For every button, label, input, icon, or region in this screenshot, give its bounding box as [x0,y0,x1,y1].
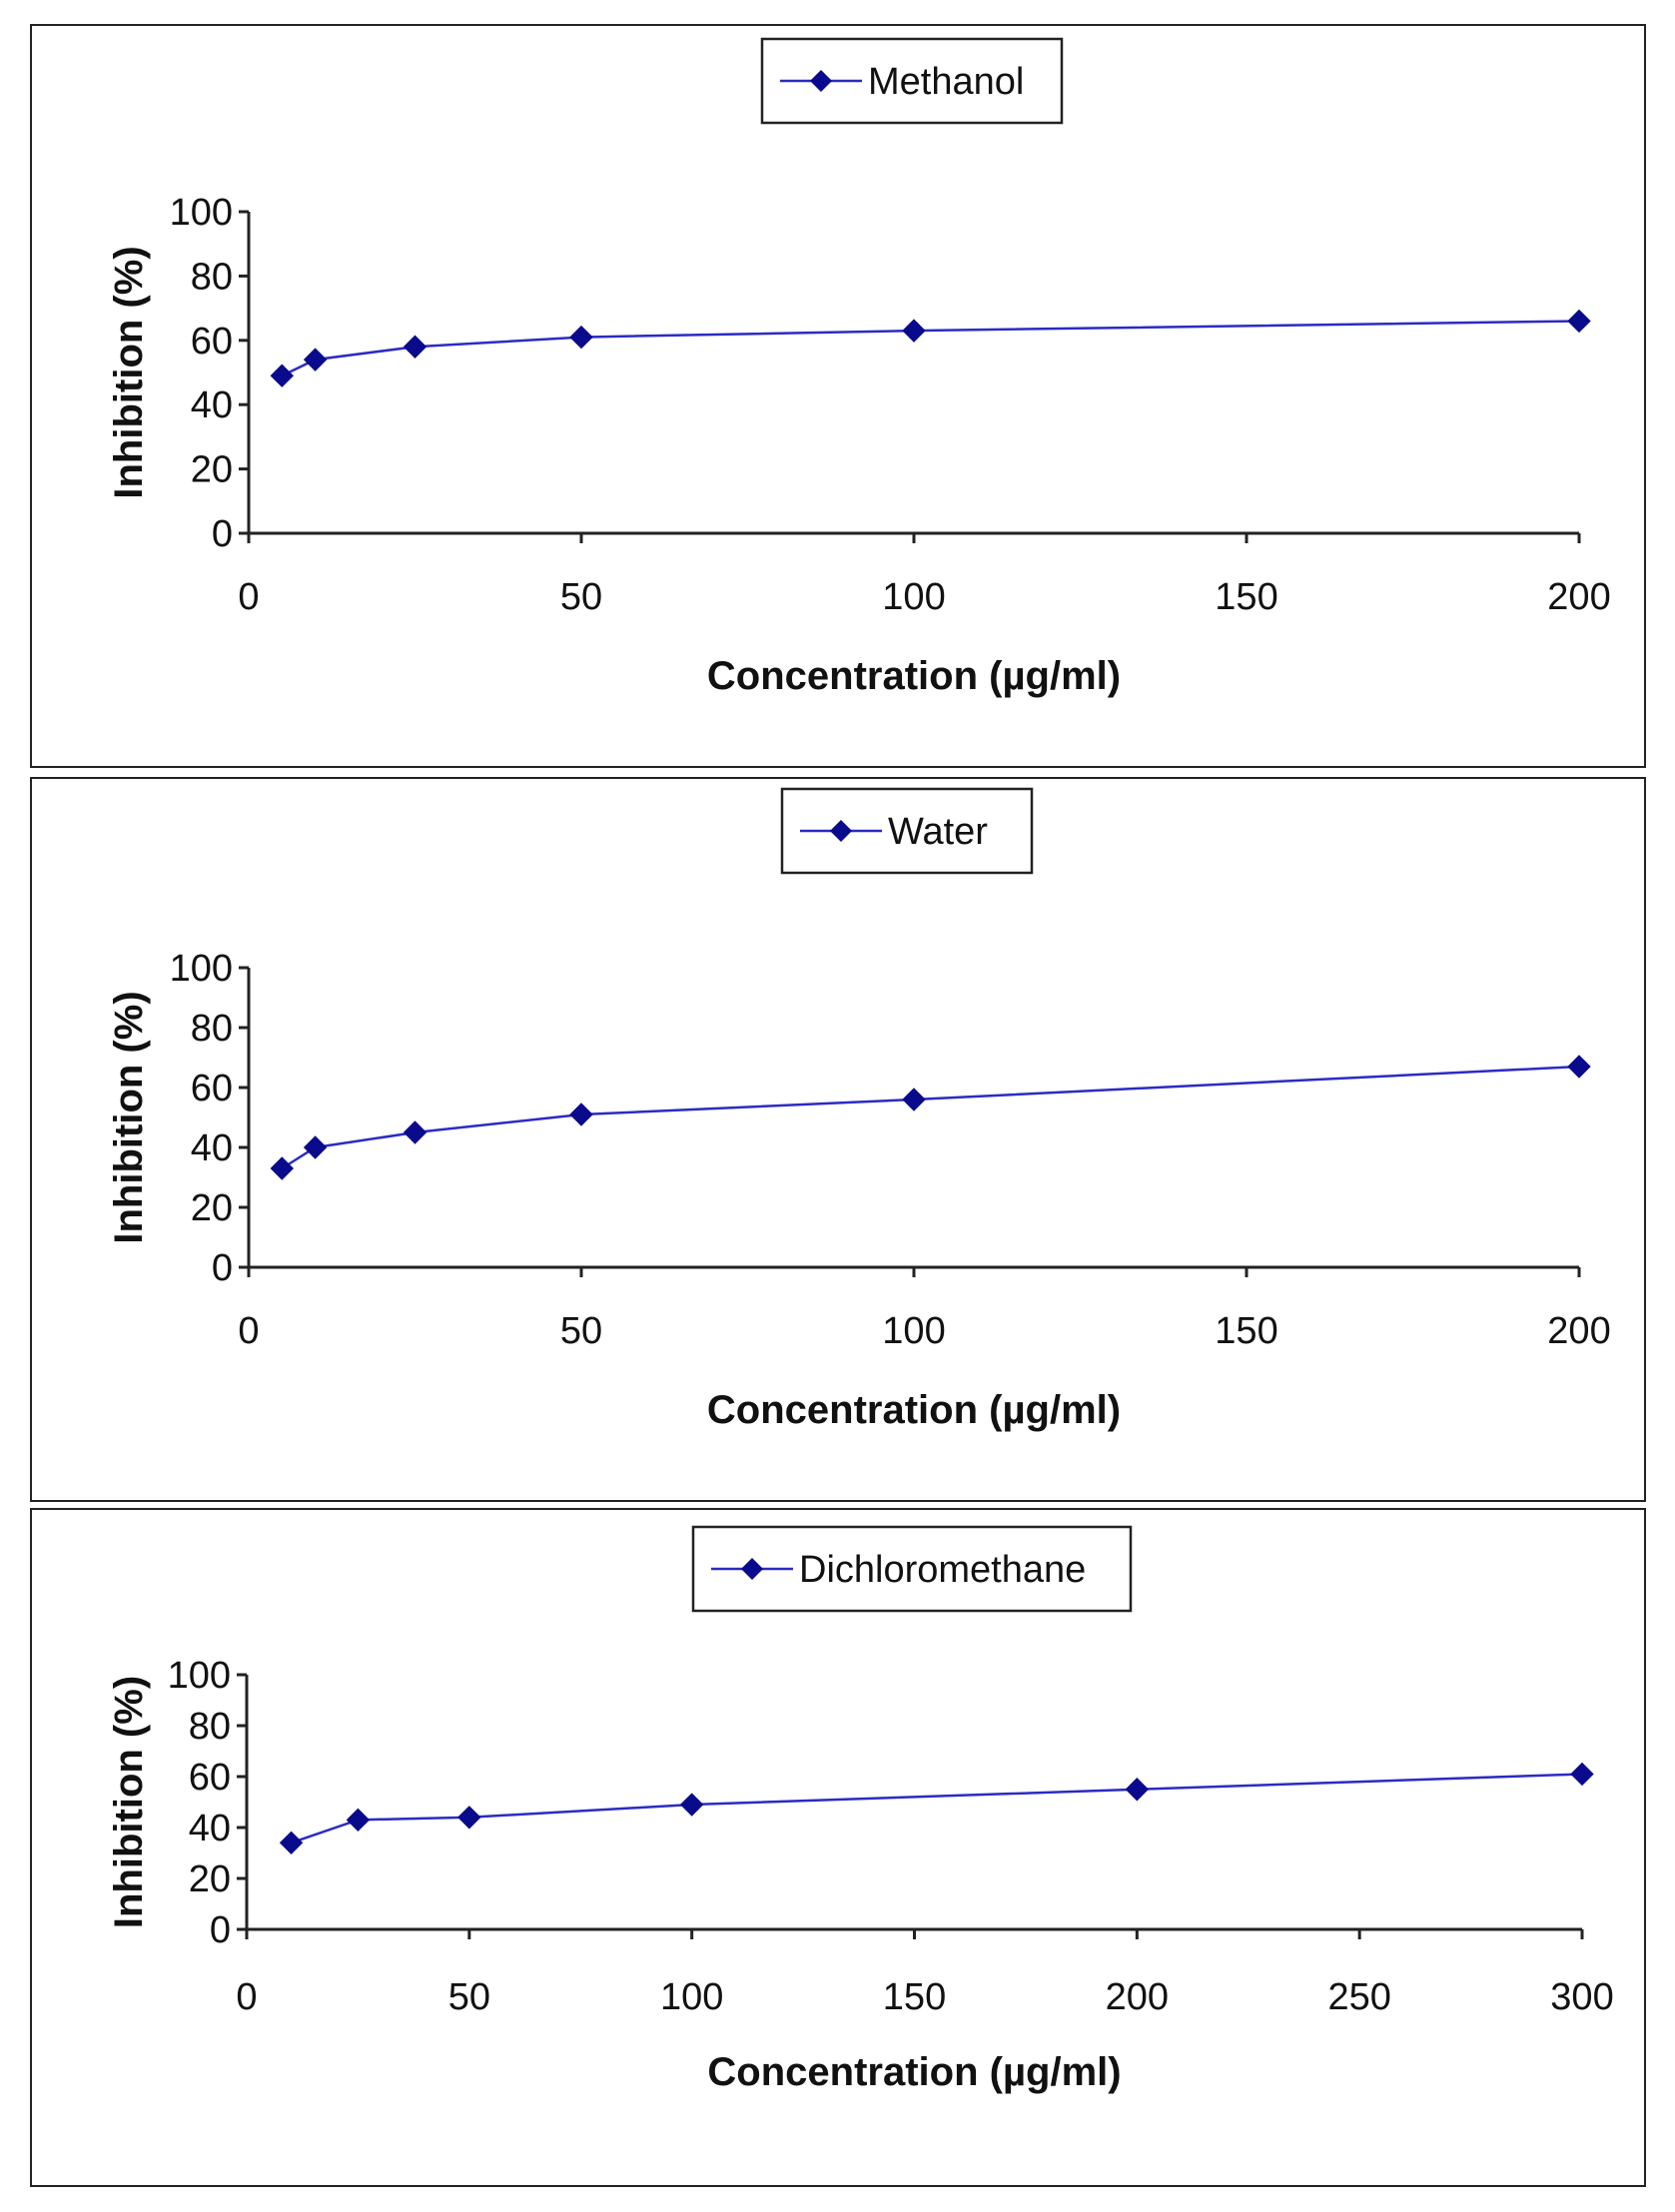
x-tick-label: 100 [660,1976,723,2018]
chart-water: 0 20 40 60 80 100 0 50 100 150 200 Concentration (µ… [107,787,1611,1432]
legend-marker [741,1558,763,1580]
x-tick-label: 0 [238,576,259,618]
chart-panel-dichloromethane: 0 20 40 60 80 100 0 50 100 150 200 250 300 Concentrat… [30,1508,1646,2187]
data-point-marker [270,1156,295,1180]
y-tick-label: 20 [191,449,233,491]
y-tick-label: 40 [189,1808,231,1849]
y-tick-label: 60 [191,321,233,363]
data-point-marker [303,348,328,371]
x-tick-label: 50 [560,1310,602,1352]
y-tick-label: 40 [191,1127,233,1169]
data-point-marker [902,319,926,343]
data-point-marker [902,1088,926,1111]
chart-panel-methanol: 0 20 40 60 80 100 0 50 100 150 200 Concentration (µ… [30,24,1646,768]
x-axis-title: Concentration (µg/ml) [707,654,1121,698]
x-tick-label: 200 [1547,576,1610,618]
x-tick-label: 250 [1327,1976,1390,2018]
x-tick-label: 100 [882,1310,945,1352]
y-axis-title: Inhibition (%) [107,1676,151,1928]
data-point-marker [457,1806,481,1830]
y-tick-label: 20 [191,1187,233,1229]
data-point-marker [346,1808,371,1833]
data-point-marker [1570,1762,1594,1787]
x-tick-label: 200 [1106,1976,1169,2018]
legend-label: Water [888,811,988,853]
y-tick-label: 80 [189,1706,231,1748]
y-tick-label: 80 [191,256,233,298]
y-axis-title: Inhibition (%) [107,991,151,1243]
x-tick-label: 150 [1215,1310,1277,1352]
y-tick-label: 60 [189,1757,231,1799]
data-point-marker [270,364,295,387]
chart-methanol: 0 20 40 60 80 100 0 50 100 150 200 Concentration (µ… [107,37,1611,698]
data-point-marker [279,1831,304,1855]
x-tick-label: 150 [1215,576,1277,618]
y-tick-label: 20 [189,1858,231,1900]
y-tick-label: 0 [212,1247,233,1289]
data-point-marker [569,325,593,350]
y-tick-label: 100 [170,192,233,234]
y-tick-label: 100 [168,1655,231,1697]
chart-dichloromethane: 0 20 40 60 80 100 0 50 100 150 200 250 300 Concentrat… [107,1525,1614,2094]
y-tick-label: 0 [212,513,233,555]
x-tick-label: 100 [882,576,945,618]
x-tick-label: 150 [883,1976,946,2018]
data-point-marker [403,1120,427,1144]
x-axis-title: Concentration (µg/ml) [707,2050,1121,2094]
series-line [281,1065,1580,1170]
data-point-marker [1125,1778,1150,1802]
series-line [291,1773,1583,1844]
data-point-marker [303,1135,328,1159]
y-tick-label: 80 [191,1008,233,1050]
x-tick-label: 0 [238,1310,259,1352]
x-tick-label: 50 [560,576,602,618]
y-tick-label: 100 [170,948,233,990]
x-tick-label: 200 [1547,1310,1610,1352]
y-tick-label: 40 [191,384,233,426]
data-point-marker [679,1793,704,1817]
data-point-marker [1567,309,1591,334]
chart-panel-water: 0 20 40 60 80 100 0 50 100 150 200 Concentration (µ… [30,777,1646,1502]
y-tick-label: 0 [210,1909,231,1951]
legend-label: Dichloromethane [799,1549,1086,1591]
legend-label: Methanol [868,61,1024,103]
x-tick-label: 0 [236,1976,257,2018]
x-axis-title: Concentration (µg/ml) [707,1388,1121,1432]
legend-marker [810,70,832,92]
series-line [281,320,1580,377]
x-tick-label: 50 [448,1976,490,2018]
y-axis-title: Inhibition (%) [107,246,151,498]
data-point-marker [569,1103,593,1126]
y-tick-label: 60 [191,1068,233,1109]
legend-marker [830,820,852,842]
data-point-marker [403,335,427,359]
data-point-marker [1567,1055,1591,1079]
x-tick-label: 300 [1550,1976,1613,2018]
